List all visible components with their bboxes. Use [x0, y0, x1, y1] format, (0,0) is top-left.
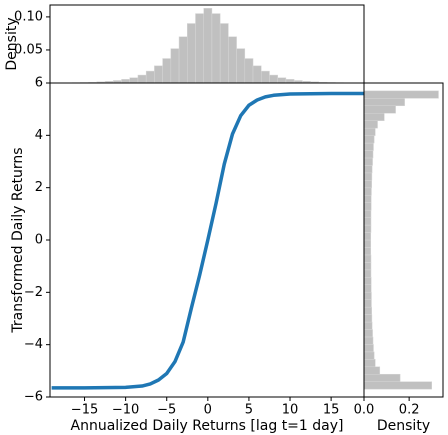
histogram-bar: [363, 262, 372, 271]
histogram-bar: [363, 366, 381, 375]
histogram-bar: [363, 98, 405, 107]
y-tick-label: −6: [24, 390, 43, 405]
y-tick-label: 0: [35, 233, 43, 248]
histogram-bar: [363, 336, 374, 345]
histogram-bar: [363, 314, 373, 323]
histogram-bar: [363, 135, 375, 144]
histogram-bar: [261, 70, 270, 84]
histogram-bar: [363, 180, 372, 189]
histogram-bar: [252, 65, 262, 84]
histogram-bar: [170, 48, 180, 84]
histogram-bar: [363, 90, 439, 99]
y-tick-label: 2: [35, 180, 43, 195]
histogram-bar: [363, 105, 396, 114]
histogram-bar: [129, 77, 139, 84]
histogram-bar: [363, 254, 372, 263]
histogram-bar: [228, 36, 237, 84]
histogram-bar: [363, 187, 372, 196]
histogram-bar: [137, 74, 147, 84]
x-tick-label: 15: [323, 403, 340, 418]
histogram-bar: [244, 58, 254, 84]
x-axis-label: Density: [377, 418, 430, 434]
y-tick-label: −4: [24, 337, 43, 352]
histogram-bar: [363, 247, 372, 256]
histogram-bar: [363, 112, 385, 121]
histogram-bar: [363, 165, 373, 174]
histogram-bar: [236, 48, 246, 84]
histogram-bar: [363, 224, 372, 233]
x-tick-label: −5: [157, 403, 176, 418]
histogram-bar: [285, 79, 295, 84]
y-tick-label: 6: [35, 76, 43, 91]
histogram-bar: [363, 306, 372, 315]
histogram-bar: [154, 65, 163, 84]
histogram-bar: [363, 269, 372, 278]
histogram-bar: [363, 127, 376, 136]
histogram-bar: [363, 284, 372, 293]
histogram-bar: [187, 23, 196, 84]
histogram-bar: [363, 329, 373, 338]
histogram-bar: [219, 23, 229, 84]
histogram-bar: [162, 58, 172, 84]
x-tick-label: 10: [282, 403, 299, 418]
histogram-bar: [363, 209, 372, 218]
histogram-bar: [363, 157, 373, 166]
y-tick-label: 4: [35, 128, 43, 143]
x-tick-label: 0: [204, 403, 212, 418]
histogram-bar: [363, 239, 372, 248]
line-series: [51, 91, 364, 390]
histogram-bar: [121, 79, 130, 84]
y-axis-label: Density: [4, 17, 20, 70]
histogram-bar: [363, 351, 375, 360]
histogram-bar: [363, 344, 374, 353]
histogram-bar: [363, 299, 372, 308]
histogram-bar: [178, 36, 188, 84]
x-tick-label: 5: [245, 403, 253, 418]
histogram-bar: [363, 359, 376, 368]
histogram-bar: [363, 321, 373, 330]
histogram-bar: [363, 277, 372, 285]
histogram-bar: [363, 120, 378, 129]
histogram-bar: [363, 381, 432, 390]
y-tick-label: −2: [24, 285, 43, 300]
histogram-bar: [363, 142, 374, 151]
axes-frame: [363, 82, 444, 398]
axes-frame: [49, 4, 365, 84]
histogram-bar: [195, 13, 204, 84]
y-tick-label: 0.10: [14, 9, 43, 24]
histogram-bar: [363, 195, 372, 203]
x-tick-label: 0.2: [399, 403, 420, 418]
histogram-bar: [363, 202, 372, 211]
x-tick-label: −15: [71, 403, 98, 418]
y-axis-label: Transformed Daily Returns: [10, 147, 26, 333]
histogram-bar: [363, 217, 372, 226]
y-tick-label: 0.05: [14, 42, 43, 57]
x-axis-label: Annualized Daily Returns [lag t=1 day]: [71, 418, 344, 434]
histogram-bar: [269, 74, 278, 84]
histogram-bar: [203, 8, 213, 84]
histogram-bar: [211, 13, 221, 84]
histogram-bar: [145, 70, 155, 84]
histogram-bar: [363, 172, 373, 181]
histogram-bar: [363, 291, 372, 300]
histogram-bar: [277, 77, 287, 84]
histogram-bar: [363, 150, 374, 159]
histogram-bar: [363, 232, 372, 241]
histogram-bar: [363, 373, 401, 382]
x-tick-label: 0.0: [354, 403, 375, 418]
x-tick-label: −10: [112, 403, 139, 418]
